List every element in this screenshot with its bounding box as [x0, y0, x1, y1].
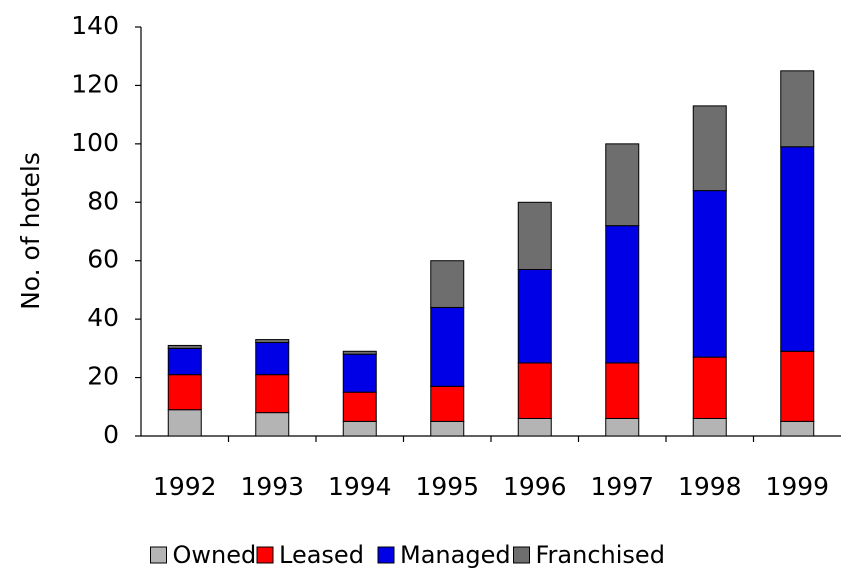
legend-label: Owned	[173, 541, 257, 569]
x-tick-label: 1996	[503, 472, 567, 501]
y-tick-label: 60	[87, 245, 119, 274]
x-tick-label: 1994	[328, 472, 392, 501]
bar-segment	[692, 356, 727, 419]
y-axis-label: No. of hotels	[16, 152, 45, 310]
y-tick-label: 20	[87, 362, 119, 391]
bar-segment	[517, 268, 552, 364]
bar-segment	[517, 362, 552, 419]
y-tick-label: 80	[87, 186, 119, 215]
bar-segment	[780, 146, 815, 352]
y-tick-label: 0	[103, 420, 119, 449]
bar-segment	[780, 70, 815, 148]
legend-swatch	[513, 546, 530, 564]
x-tick-label: 1998	[678, 472, 742, 501]
bar-segment	[780, 350, 815, 422]
bar-segment	[167, 344, 202, 349]
bar-segment	[692, 417, 727, 437]
bar-segment	[342, 350, 377, 355]
bar-segment	[167, 347, 202, 376]
bar-segment	[342, 353, 377, 393]
bar-segment	[255, 342, 290, 376]
bar-segment	[605, 362, 640, 419]
bar-segment	[255, 339, 290, 344]
bar-segment	[692, 105, 727, 192]
bar-segment	[342, 420, 377, 437]
bar-segment	[605, 225, 640, 364]
bar-segment	[430, 260, 465, 308]
y-tick-label: 120	[71, 69, 119, 98]
legend-swatch	[256, 546, 274, 564]
x-tick-label: 1992	[153, 472, 217, 501]
legend-swatch	[150, 546, 167, 564]
x-tick-label: 1995	[415, 472, 479, 501]
legend-label: Leased	[279, 541, 364, 569]
bar-segment	[255, 412, 290, 437]
y-tick-label: 100	[71, 128, 119, 157]
bar-segment	[167, 409, 202, 437]
bar-segment	[692, 190, 727, 358]
bar-segment	[430, 420, 465, 437]
bar-segment	[780, 420, 815, 437]
legend-swatch	[377, 546, 395, 564]
bar-segment	[605, 143, 640, 227]
bar-segment	[255, 374, 290, 414]
bar-segment	[430, 385, 465, 422]
y-tick-label: 140	[71, 11, 119, 40]
x-tick-label: 1997	[590, 472, 654, 501]
bar-segment	[605, 417, 640, 437]
bar-segment	[342, 391, 377, 422]
legend-label: Franchised	[536, 541, 665, 569]
bar-segment	[167, 374, 202, 411]
x-tick-label: 1999	[765, 472, 829, 501]
legend-label: Managed	[400, 541, 511, 569]
bar-segment	[430, 306, 465, 387]
bar-segment	[517, 201, 552, 270]
x-tick-label: 1993	[240, 472, 304, 501]
y-tick-label: 40	[87, 303, 119, 332]
bar-segment	[517, 417, 552, 437]
